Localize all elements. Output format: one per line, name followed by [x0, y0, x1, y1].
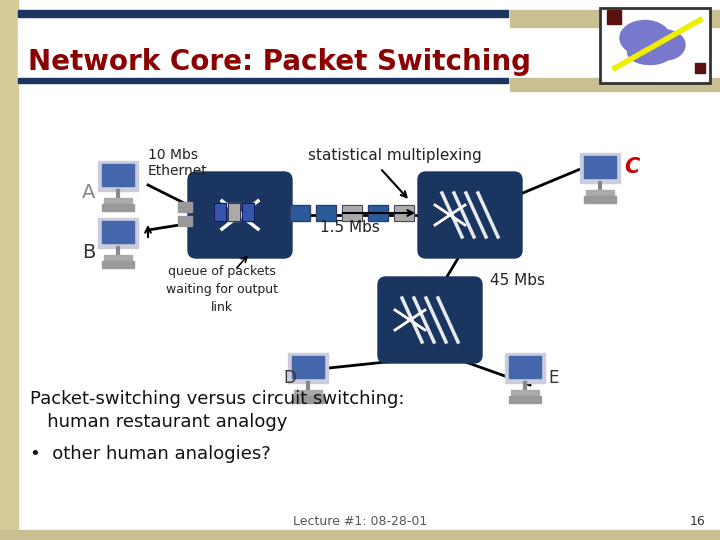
Text: 1.5 Mbs: 1.5 Mbs	[320, 220, 380, 235]
Bar	[214, 203, 226, 221]
Bar	[394, 205, 414, 221]
Bar	[104, 198, 132, 203]
FancyBboxPatch shape	[188, 172, 292, 258]
Bar	[178, 216, 192, 226]
Bar	[510, 10, 720, 17]
Bar	[98, 161, 138, 191]
FancyBboxPatch shape	[378, 277, 482, 363]
Bar	[214, 203, 226, 221]
Bar	[292, 356, 324, 378]
Text: 45 Mbs: 45 Mbs	[490, 273, 545, 288]
Bar	[509, 356, 541, 378]
Bar	[586, 190, 614, 195]
Text: 10 Mbs
Ethernet: 10 Mbs Ethernet	[148, 148, 208, 178]
Text: human restaurant analogy: human restaurant analogy	[30, 413, 287, 431]
Bar	[102, 221, 134, 243]
Bar	[228, 203, 240, 221]
Text: 16: 16	[689, 515, 705, 528]
Bar	[178, 202, 192, 212]
Bar	[316, 205, 336, 221]
Bar	[505, 353, 545, 383]
Bar	[584, 156, 616, 178]
Bar	[292, 396, 324, 403]
Bar	[368, 205, 388, 221]
Bar	[580, 153, 620, 183]
Text: Network Core: Packet Switching: Network Core: Packet Switching	[28, 48, 531, 76]
Bar	[368, 205, 388, 221]
Bar	[394, 205, 414, 221]
Text: B: B	[82, 242, 95, 261]
Bar	[294, 390, 322, 395]
Bar	[0, 530, 720, 540]
Bar	[102, 204, 134, 211]
Bar	[584, 196, 616, 203]
Bar	[511, 390, 539, 395]
Bar	[18, 78, 508, 83]
Text: Packet-switching versus circuit switching:: Packet-switching versus circuit switchin…	[30, 390, 405, 408]
Text: D: D	[283, 369, 296, 387]
Bar	[316, 205, 336, 221]
Bar	[290, 205, 310, 221]
Bar	[0, 0, 18, 540]
Bar	[228, 203, 240, 221]
Ellipse shape	[628, 39, 672, 64]
Text: •  other human analogies?: • other human analogies?	[30, 445, 271, 463]
Bar	[510, 17, 720, 27]
Bar	[18, 10, 508, 17]
Bar	[288, 353, 328, 383]
Ellipse shape	[645, 30, 685, 60]
Text: queue of packets
waiting for output
link: queue of packets waiting for output link	[166, 265, 278, 314]
Bar	[509, 396, 541, 403]
Bar	[102, 164, 134, 186]
Bar	[102, 261, 134, 268]
Bar	[342, 205, 362, 221]
Bar	[18, 17, 508, 77]
Text: Lecture #1: 08-28-01: Lecture #1: 08-28-01	[293, 515, 427, 528]
Text: A: A	[82, 183, 95, 201]
Text: statistical multiplexing: statistical multiplexing	[308, 148, 482, 163]
Bar	[98, 218, 138, 248]
Text: E: E	[548, 369, 559, 387]
Bar	[242, 203, 254, 221]
Bar	[600, 8, 710, 83]
Bar	[342, 205, 362, 221]
Bar	[510, 78, 720, 83]
Bar	[290, 205, 310, 221]
Bar	[242, 203, 254, 221]
Bar	[607, 10, 621, 24]
FancyBboxPatch shape	[418, 172, 522, 258]
Bar	[104, 255, 132, 260]
Ellipse shape	[620, 21, 670, 56]
Bar	[695, 63, 705, 73]
Bar	[510, 83, 720, 91]
Text: C: C	[624, 157, 639, 177]
